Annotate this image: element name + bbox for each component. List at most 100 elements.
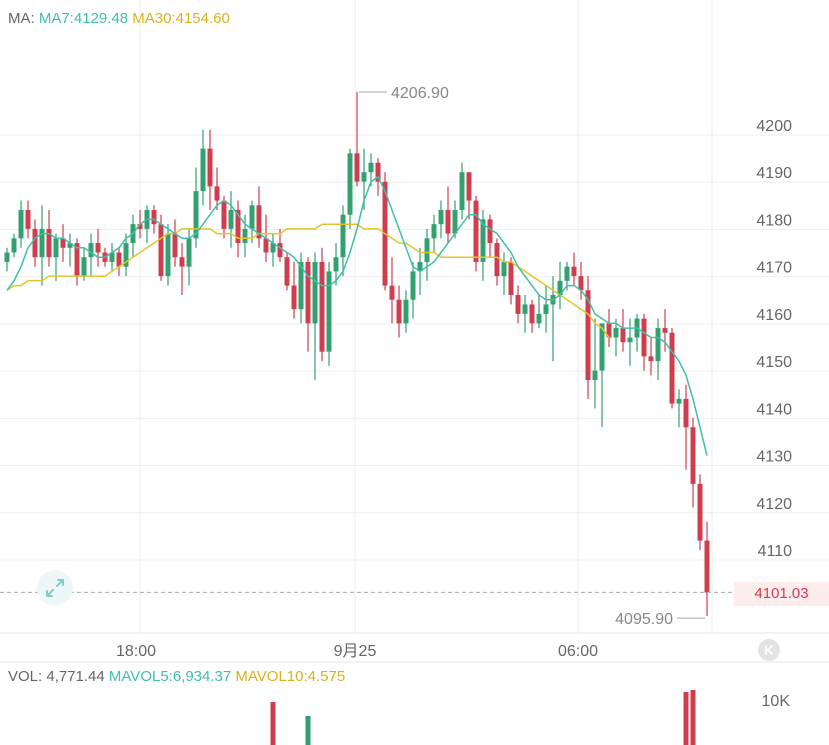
candle-body [18,210,24,239]
candle-body [592,370,598,380]
candle-body [473,200,479,262]
candle-body [354,153,360,182]
candle-body [571,266,577,277]
x-tick-label: 9月25 [334,643,377,660]
candle-body [403,299,409,324]
y-tick-label: 4110 [758,543,793,560]
volume-legend: VOL: 4,771.44 MAVOL5:6,934.37 MAVOL10:4.… [8,668,345,685]
candle-body [368,162,374,173]
candle-body [487,219,493,244]
ma7-legend: MA7:4129.48 [38,10,129,27]
expand-chart-button[interactable] [37,570,73,606]
candle-body [67,243,73,248]
candle-body [648,356,654,362]
candle-body [277,243,283,258]
candle-body [172,233,178,258]
candle-body [291,285,297,310]
candle-body [536,313,542,324]
candle-body [4,252,10,262]
mavol5-legend: MAVOL5:6,934.37 [108,668,232,685]
candle-body [298,261,304,310]
y-tick-label: 4120 [756,496,792,513]
y-tick-label: 4170 [756,260,792,277]
current-price-marker: 4101.03 [734,582,829,606]
candle-body [389,285,395,300]
candle-body [613,328,619,338]
candle-body [242,228,248,244]
candle-body [270,243,276,253]
y-tick-label: 4190 [756,165,792,182]
y-tick-label: 4180 [756,212,792,229]
candle-body [158,224,164,277]
candle-body [662,328,668,333]
candle-body [676,398,682,404]
y-tick-label: 4150 [756,354,792,371]
expand-arrows-icon [46,579,64,597]
x-tick-label: 06:00 [558,643,598,660]
candle-body [46,228,52,258]
candle-body [312,261,318,324]
candle-body [39,228,45,258]
candle-body [221,200,227,229]
candle-body [445,210,451,234]
candle-body [578,276,584,291]
candle-body [410,271,416,300]
candle-body [326,271,332,352]
candle-body [557,280,563,295]
candle-body [585,290,591,380]
candle-body [319,261,325,352]
candle-body [284,257,290,286]
candle-body [697,483,703,541]
candle-body [256,205,262,239]
volume-tick-label: 10K [762,693,791,710]
candle-body [459,172,465,210]
candle-body [543,304,549,314]
candle-body [116,252,122,267]
candle-body [207,148,213,187]
candle-body [375,162,381,182]
candle-body [417,261,423,272]
candle-body [193,191,199,239]
ma30-legend: MA30:4154.60 [132,10,230,27]
mavol10-legend: MAVOL10:4.575 [235,668,346,685]
candle-body [704,540,710,593]
candle-body [151,210,157,225]
candle-body [333,257,339,272]
x-tick-label: 18:00 [116,643,156,660]
candle-body [235,210,241,244]
candle-body [60,238,66,248]
candle-body [200,148,206,192]
candle-body [109,252,115,262]
candle-body [123,243,129,267]
ma-legend: MA: MA7:4129.48 MA30:4154.60 [8,10,230,27]
candle-body [431,224,437,239]
candle-body [137,224,143,229]
ma7-line [6,175,708,456]
scroll-to-latest-button[interactable] [758,639,780,661]
candle-body [249,205,255,229]
scroll-to-latest-icon [765,645,773,655]
candle-body [438,210,444,225]
candle-body [466,172,472,201]
candle-body [480,219,486,262]
candle-body [95,243,101,253]
candle-body [81,257,87,277]
candle-body [186,238,192,267]
candle-body [564,266,570,281]
candle-body [522,304,528,314]
candle-body [529,304,535,324]
candle-body [627,337,633,343]
candle-body [599,323,605,371]
candle-body [32,228,38,258]
candle-body [74,243,80,277]
y-tick-label: 4160 [756,307,792,324]
y-tick-label: 4130 [756,449,792,466]
candle-body [669,332,675,404]
candle-body [179,257,185,267]
candle-body [620,328,626,343]
candle-body [228,210,234,229]
candle-body [263,238,269,253]
candle-body [165,233,171,277]
